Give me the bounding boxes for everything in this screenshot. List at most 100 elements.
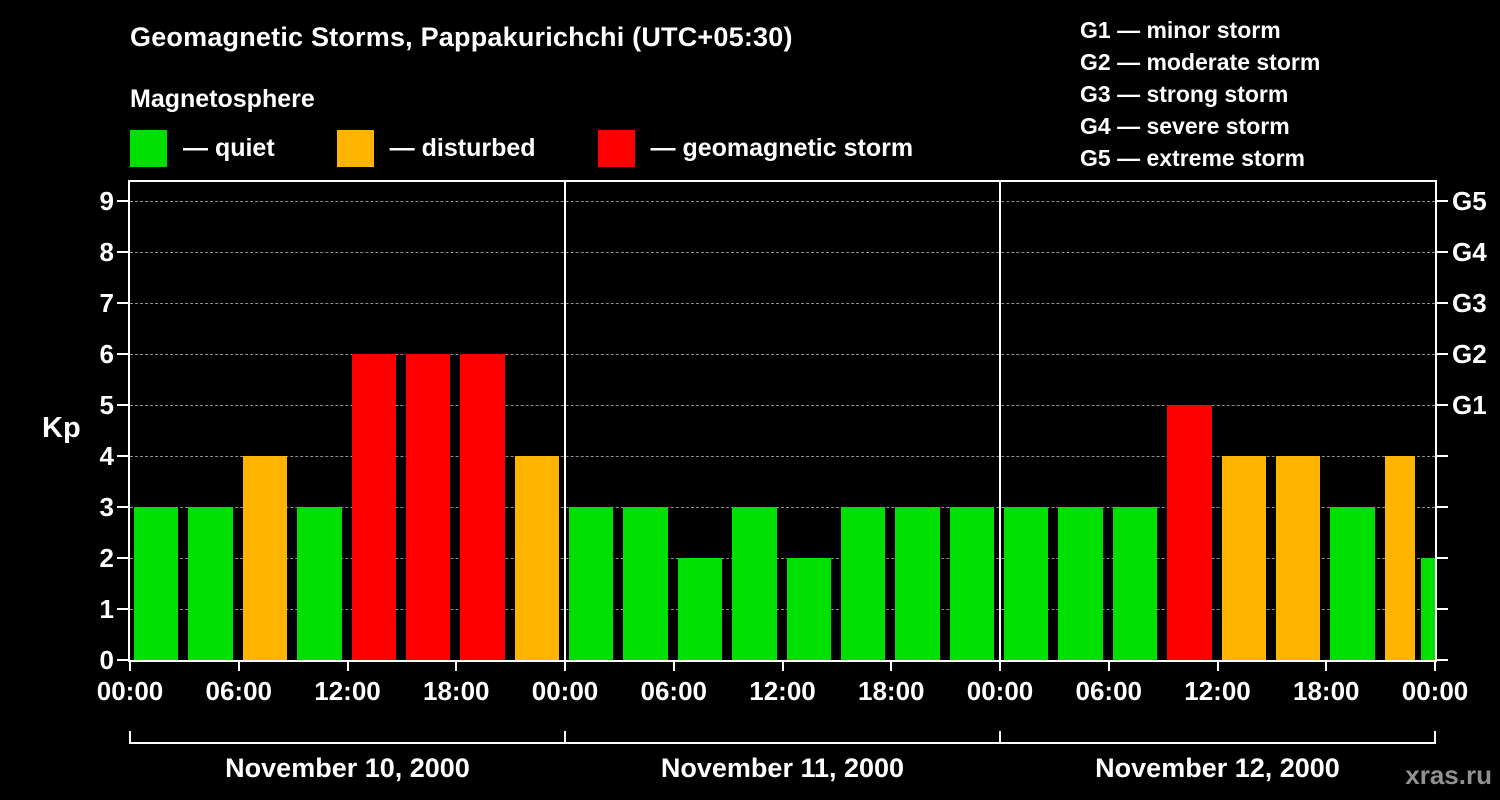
g3-legend-line: G3 — strong storm	[1080, 81, 1289, 107]
x-axis-tick	[129, 662, 131, 671]
y-tick-label-4: 4	[99, 441, 114, 471]
y-tick-label-5: 5	[99, 390, 114, 420]
y-axis-tick	[117, 659, 128, 661]
gridline-kp-1	[130, 609, 1435, 610]
y-axis-tick-right	[1437, 608, 1448, 610]
kp-bar	[569, 507, 614, 660]
y-axis-tick-right	[1437, 353, 1448, 355]
x-axis-tick	[1325, 662, 1328, 671]
y-tick-label-8: 8	[99, 237, 114, 267]
gridline-kp-2	[130, 558, 1435, 559]
kp-bar	[188, 507, 233, 660]
watermark: xras.ru	[1405, 760, 1492, 790]
kp-bar	[840, 507, 886, 660]
x-axis-tick	[672, 662, 675, 671]
x-tick-label: 00:00	[966, 676, 1034, 706]
x-axis-tick	[346, 662, 349, 671]
y-axis-tick-right	[1437, 659, 1448, 661]
y-tick-label-9: 9	[99, 186, 114, 216]
x-axis-tick	[237, 662, 240, 671]
y-axis-tick	[117, 506, 128, 508]
kp-bar	[405, 354, 451, 660]
right-axis-label-g4: G4	[1452, 237, 1487, 267]
y-axis-tick	[117, 251, 128, 253]
disturbed-swatch-icon	[336, 130, 374, 167]
x-axis-tick	[890, 662, 893, 671]
y-axis-tick-right	[1437, 200, 1448, 202]
y-axis-tick	[117, 608, 128, 610]
kp-bar	[351, 354, 396, 660]
kp-bar	[623, 507, 668, 660]
legend-item-storm: — geomagnetic storm	[597, 130, 913, 167]
kp-bar	[732, 507, 777, 660]
kp-bar	[1058, 507, 1103, 660]
right-axis-label-g1: G1	[1452, 390, 1487, 420]
x-axis-tick	[1107, 662, 1110, 671]
date-axis-line	[129, 742, 1436, 744]
y-tick-label-3: 3	[99, 492, 114, 522]
x-tick-label: 12:00	[314, 676, 381, 706]
date-label-day3: November 12, 2000	[1095, 753, 1340, 783]
x-tick-label: 18:00	[1293, 676, 1360, 706]
kp-bar	[1221, 456, 1266, 660]
kp-bar	[1330, 507, 1375, 660]
magnetosphere-label: Magnetosphere	[130, 85, 315, 113]
kp-bar	[1112, 507, 1158, 660]
date-boundary-tick	[564, 731, 566, 742]
x-tick-label: 18:00	[858, 676, 925, 706]
date-label-day1: November 10, 2000	[225, 753, 470, 783]
storm-swatch-icon	[597, 130, 635, 167]
x-axis-tick	[564, 662, 566, 671]
x-tick-label: 00:00	[531, 676, 599, 706]
y-axis-tick-right	[1437, 404, 1448, 406]
gridline-kp-3	[130, 507, 1435, 508]
kp-bar	[1167, 405, 1212, 660]
y-axis-tick	[117, 557, 128, 559]
g5-legend-line: G5 — extreme storm	[1080, 145, 1305, 171]
y-tick-label-0: 0	[99, 645, 114, 675]
legend-label-quiet: — quiet	[183, 134, 275, 162]
gridline-kp-6	[130, 354, 1435, 355]
y-axis-tick	[117, 404, 128, 406]
y-axis-tick-right	[1437, 251, 1448, 253]
kp-bar-partial	[1421, 558, 1435, 660]
quiet-swatch-icon	[130, 130, 167, 167]
right-axis-label-g2: G2	[1452, 339, 1487, 369]
plot-area	[128, 180, 1437, 662]
kp-bar	[895, 507, 940, 660]
kp-bar	[677, 558, 723, 660]
legend-item-quiet: — quiet	[130, 130, 275, 167]
gridline-kp-4	[130, 456, 1435, 457]
legend-label-disturbed: — disturbed	[389, 134, 536, 162]
date-label-day2: November 11, 2000	[660, 753, 905, 783]
kp-bar	[786, 558, 831, 660]
y-axis-tick-right	[1437, 506, 1448, 508]
date-boundary-tick	[129, 731, 131, 742]
kp-bar	[134, 507, 179, 660]
y-tick-label-2: 2	[99, 543, 114, 573]
x-tick-label: 12:00	[1184, 676, 1251, 706]
g1-legend-line: G1 — minor storm	[1080, 17, 1281, 43]
g2-legend-line: G2 — moderate storm	[1080, 49, 1321, 75]
x-axis-tick	[999, 662, 1001, 671]
y-axis-tick-right	[1437, 455, 1448, 457]
y-axis-tick-right	[1437, 302, 1448, 304]
x-tick-label: 06:00	[205, 676, 273, 706]
y-axis-tick	[117, 200, 128, 202]
kp-bar	[1004, 507, 1049, 660]
x-axis-tick	[1434, 662, 1436, 671]
right-axis-label-g5: G5	[1452, 186, 1487, 216]
x-tick-label: 06:00	[1075, 676, 1143, 706]
y-tick-label-1: 1	[99, 594, 114, 624]
kp-bar	[460, 354, 505, 660]
x-tick-label: 00:00	[96, 676, 164, 706]
kp-bar	[514, 456, 559, 660]
x-tick-label: 18:00	[423, 676, 490, 706]
x-tick-label: 12:00	[749, 676, 816, 706]
date-boundary-tick	[1434, 731, 1436, 742]
g-scale-legend: G1 — minor storm G2 — moderate storm G3 …	[1080, 14, 1320, 174]
kp-color-legend: — quiet — disturbed — geomagnetic storm	[130, 130, 975, 167]
gridline-kp-5	[130, 405, 1435, 406]
y-axis-tick	[117, 455, 128, 457]
